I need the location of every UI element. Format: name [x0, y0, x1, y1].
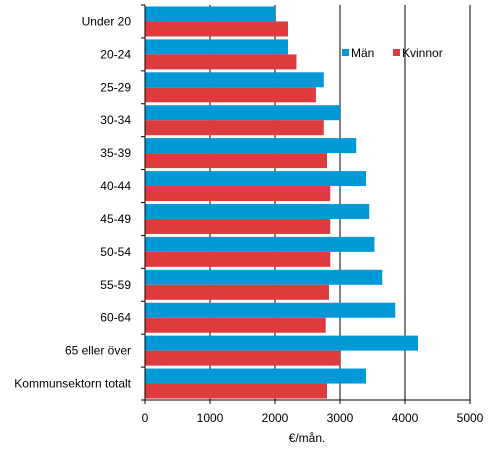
bar-man — [145, 236, 375, 252]
bar-kvinnor — [145, 383, 327, 399]
bar-man — [145, 368, 366, 384]
category-label: 40-44 — [100, 179, 131, 193]
bar-kvinnor — [145, 186, 331, 202]
x-tick-label: 4000 — [392, 411, 419, 425]
bar-man — [145, 335, 418, 351]
category-label: 25-29 — [100, 80, 131, 94]
legend-swatch-kvinnor — [393, 49, 400, 56]
x-tick-labels: 0 1000 2000 3000 4000 5000 — [142, 400, 484, 425]
category-label: 60-64 — [100, 311, 131, 325]
category-label: 50-54 — [100, 245, 131, 259]
x-tick-label: 3000 — [327, 411, 354, 425]
x-tick-label: 2000 — [262, 411, 289, 425]
bar-kvinnor — [145, 218, 331, 234]
category-label: Kommunsektorn totalt — [14, 377, 131, 391]
category-label: 45-49 — [100, 212, 131, 226]
bar-man — [145, 203, 370, 219]
bar-man — [145, 171, 366, 187]
category-labels: Under 20 20-24 25-29 30-34 35-39 40-44 45-49 50… — [14, 4, 145, 401]
bar-kvinnor — [145, 350, 340, 366]
x-axis-title: €/mån. — [289, 431, 326, 445]
bar-kvinnor — [145, 54, 297, 70]
category-label: Under 20 — [82, 14, 132, 28]
bar-man — [145, 6, 275, 22]
bar-kvinnor — [145, 153, 327, 169]
bar-man — [145, 105, 340, 121]
legend-label-man: Män — [351, 46, 374, 60]
bar-kvinnor — [145, 284, 329, 300]
grid-lines — [209, 5, 471, 400]
category-label: 30-34 — [100, 113, 131, 127]
legend-swatch-man — [342, 49, 349, 56]
x-tick-label: 0 — [142, 411, 149, 425]
category-label: 55-59 — [100, 278, 131, 292]
x-tick-label: 1000 — [197, 411, 224, 425]
legend: Män Kvinnor — [342, 46, 443, 60]
category-label: 20-24 — [100, 47, 131, 61]
bar-kvinnor — [145, 87, 316, 103]
bars — [145, 6, 418, 399]
bar-man — [145, 138, 357, 154]
category-label: 35-39 — [100, 146, 131, 160]
legend-label-kvinnor: Kvinnor — [402, 46, 443, 60]
x-tick-label: 5000 — [457, 411, 484, 425]
bar-kvinnor — [145, 120, 324, 136]
bar-man — [145, 269, 383, 285]
bar-man — [145, 39, 288, 55]
bar-man — [145, 302, 396, 318]
bar-kvinnor — [145, 21, 288, 37]
category-label: 65 eller över — [65, 344, 131, 358]
bar-kvinnor — [145, 317, 326, 333]
bar-man — [145, 72, 324, 88]
bar-kvinnor — [145, 251, 331, 267]
